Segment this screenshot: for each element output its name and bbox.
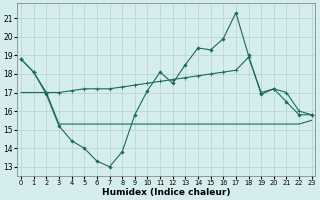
X-axis label: Humidex (Indice chaleur): Humidex (Indice chaleur) — [102, 188, 231, 197]
